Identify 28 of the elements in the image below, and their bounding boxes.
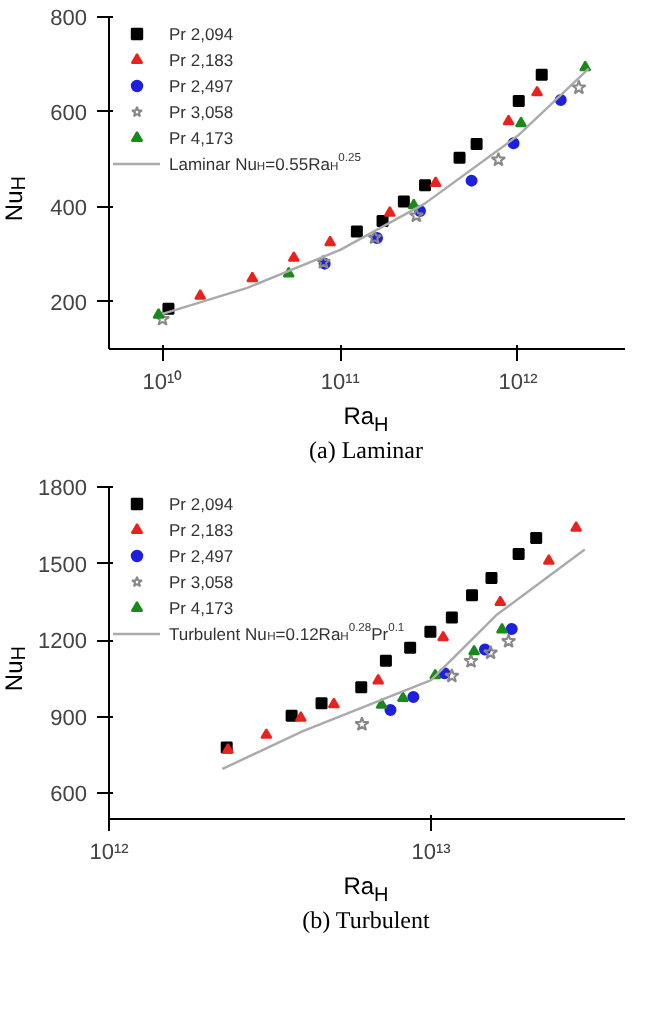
text: (a) Laminar [307,436,425,466]
y-tick-label: 600 [50,783,88,808]
legend-label: Pr 4,173 [169,597,234,618]
y-tick-label: 400 [50,196,88,221]
x-tick-label: 10¹¹ [320,371,361,395]
y-tick-label: 1200 [38,630,88,655]
legend-label: Pr 3,058 [169,101,234,122]
x-axis-title: Ra$_{H}$ [343,872,389,907]
legend-label: Pr 2,094 [169,23,234,44]
legend-label: Pr 2,183 [169,519,234,540]
x-tick-label: 10¹³ [411,841,452,865]
y-tick-label: 200 [50,291,88,316]
legend-label: Pr 2,094 [169,493,234,514]
text: (b) Turbulent [300,906,432,936]
y-tick-label: 600 [50,101,88,126]
y-tick-label: 800 [50,7,88,31]
legend-label: Pr 2,497 [169,75,234,96]
y-tick-label: 1800 [38,477,88,501]
x-tick-label: 10¹⁰ [142,369,183,395]
x-axis-title: Ra$_{H}$ [343,402,389,437]
x-tick-label: 10¹² [498,371,539,395]
legend-label: Pr 4,173 [169,127,234,148]
x-tick-label: 10¹² [89,841,130,865]
y-tick-label: 1500 [38,553,88,578]
legend-label: Pr 3,058 [169,571,234,592]
y-tick-label: 900 [50,706,88,731]
legend-label: Pr 2,183 [169,49,234,70]
legend-label: Pr 2,497 [169,545,234,566]
